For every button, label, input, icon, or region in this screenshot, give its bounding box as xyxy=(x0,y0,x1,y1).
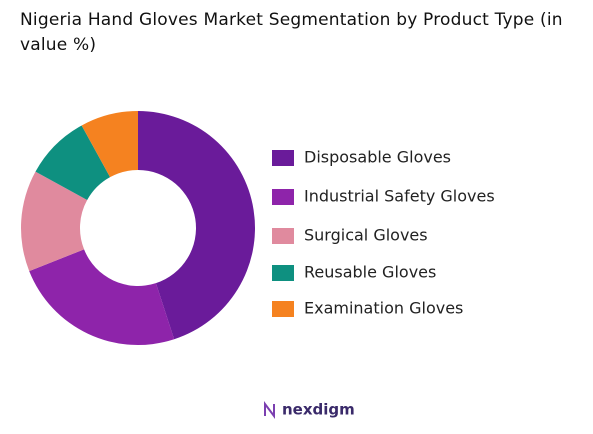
legend-swatch xyxy=(272,150,294,166)
donut-segment xyxy=(20,171,88,272)
legend-swatch xyxy=(272,265,294,281)
legend-label: Surgical Gloves xyxy=(304,226,428,245)
logo: nexdigm xyxy=(282,401,355,419)
legend-label: Examination Gloves xyxy=(304,299,463,318)
legend-label: Reusable Gloves xyxy=(304,263,436,282)
logo-icon xyxy=(264,401,275,419)
donut-segment xyxy=(81,111,138,178)
chart-title: Nigeria Hand Gloves Market Segmentation … xyxy=(20,10,563,55)
legend-label: Industrial Safety Gloves xyxy=(304,187,495,206)
legend-swatch xyxy=(272,228,294,244)
legend-swatch xyxy=(272,301,294,317)
legend-swatch xyxy=(272,189,294,205)
legend-label: Disposable Gloves xyxy=(304,148,451,167)
donut-segment xyxy=(35,125,111,201)
donut-segment xyxy=(138,111,256,340)
donut-segment xyxy=(29,249,175,345)
